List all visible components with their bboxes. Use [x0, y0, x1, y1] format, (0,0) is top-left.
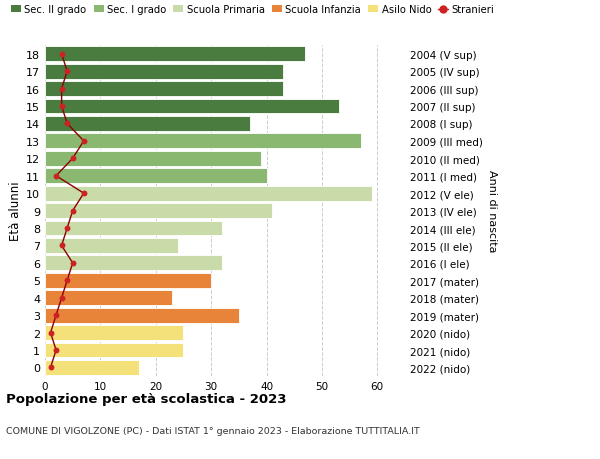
Bar — [45, 239, 178, 253]
Point — [62, 121, 72, 128]
Point — [68, 207, 77, 215]
Point — [57, 242, 67, 250]
Bar — [45, 308, 239, 323]
Text: Popolazione per età scolastica - 2023: Popolazione per età scolastica - 2023 — [6, 392, 287, 405]
Bar — [45, 169, 266, 184]
Bar — [45, 82, 283, 97]
Bar — [45, 221, 222, 236]
Bar — [45, 100, 338, 114]
Y-axis label: Età alunni: Età alunni — [9, 181, 22, 241]
Bar — [45, 343, 184, 358]
Point — [79, 138, 89, 145]
Y-axis label: Anni di nascita: Anni di nascita — [487, 170, 497, 252]
Text: COMUNE DI VIGOLZONE (PC) - Dati ISTAT 1° gennaio 2023 - Elaborazione TUTTITALIA.: COMUNE DI VIGOLZONE (PC) - Dati ISTAT 1°… — [6, 426, 420, 435]
Point — [57, 86, 67, 93]
Point — [57, 51, 67, 58]
Point — [68, 155, 77, 162]
Bar — [45, 325, 184, 340]
Point — [57, 294, 67, 302]
Bar — [45, 273, 211, 288]
Bar — [45, 134, 361, 149]
Bar — [45, 256, 222, 271]
Point — [68, 260, 77, 267]
Bar — [45, 117, 250, 132]
Point — [51, 312, 61, 319]
Bar — [45, 186, 372, 201]
Bar — [45, 291, 172, 306]
Point — [79, 190, 89, 197]
Point — [62, 225, 72, 232]
Legend: Sec. II grado, Sec. I grado, Scuola Primaria, Scuola Infanzia, Asilo Nido, Stran: Sec. II grado, Sec. I grado, Scuola Prim… — [11, 5, 494, 15]
Point — [62, 277, 72, 285]
Bar — [45, 47, 305, 62]
Bar — [45, 204, 272, 218]
Point — [62, 68, 72, 76]
Bar — [45, 151, 261, 166]
Point — [51, 173, 61, 180]
Point — [57, 103, 67, 111]
Point — [46, 329, 55, 336]
Point — [51, 347, 61, 354]
Bar — [45, 65, 283, 79]
Point — [46, 364, 55, 371]
Bar — [45, 360, 139, 375]
